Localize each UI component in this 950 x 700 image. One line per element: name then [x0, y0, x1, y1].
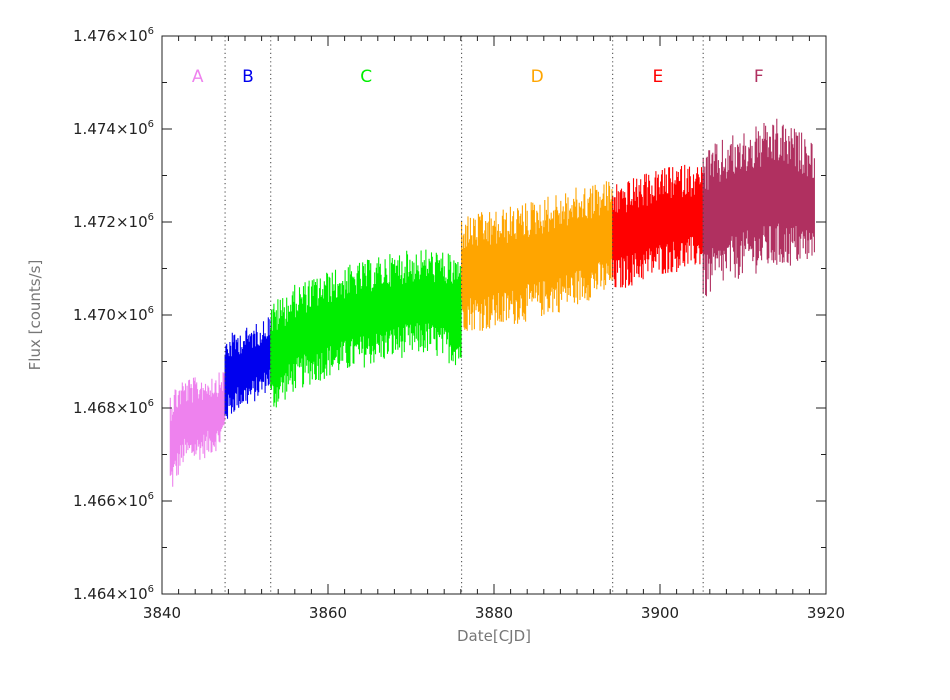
- y-tick-label: 1.476×106: [73, 26, 154, 45]
- segment-label-f: F: [754, 67, 764, 87]
- band-strokes-b: [224, 317, 272, 419]
- band-strokes-d: [461, 181, 613, 331]
- segment-label-b: B: [242, 67, 254, 87]
- x-tick-label: 3920: [807, 604, 845, 622]
- y-tick-label: 1.468×106: [73, 398, 154, 417]
- band-c: [270, 249, 462, 408]
- y-tick-label: 1.470×106: [73, 305, 154, 324]
- segment-label-c: C: [360, 67, 372, 87]
- segment-label-e: E: [653, 67, 664, 87]
- x-tick-label: 3840: [143, 604, 181, 622]
- band-strokes-a: [169, 372, 226, 487]
- band-d: [461, 181, 613, 331]
- x-tick-label: 3860: [309, 604, 347, 622]
- band-strokes-f: [702, 118, 815, 297]
- y-axis-title: Flux [counts/s]: [26, 260, 44, 371]
- segment-dividers: [224, 36, 704, 594]
- band-a: [169, 372, 226, 487]
- band-e: [612, 164, 704, 288]
- band-strokes-c: [270, 249, 462, 408]
- y-tick-label: 1.472×106: [73, 212, 154, 231]
- band-f: [702, 118, 815, 297]
- x-axis-title: Date[CJD]: [457, 627, 531, 645]
- flux-bands: [169, 118, 815, 487]
- segment-label-a: A: [192, 67, 204, 87]
- x-tick-label: 3880: [475, 604, 513, 622]
- band-b: [224, 317, 272, 419]
- y-tick-label: 1.474×106: [73, 119, 154, 138]
- axis-ticks: 3840 3860 3880 3900 3920 1.464×106 1.466×106 1.…: [73, 26, 845, 622]
- y-tick-label: 1.464×106: [73, 584, 154, 603]
- x-tick-label: 3900: [641, 604, 679, 622]
- segment-label-d: D: [531, 67, 544, 87]
- y-tick-label: 1.466×106: [73, 491, 154, 510]
- segment-labels: A B C D E F: [192, 67, 764, 87]
- plot-frame: [161, 35, 827, 595]
- band-strokes-e: [612, 164, 704, 288]
